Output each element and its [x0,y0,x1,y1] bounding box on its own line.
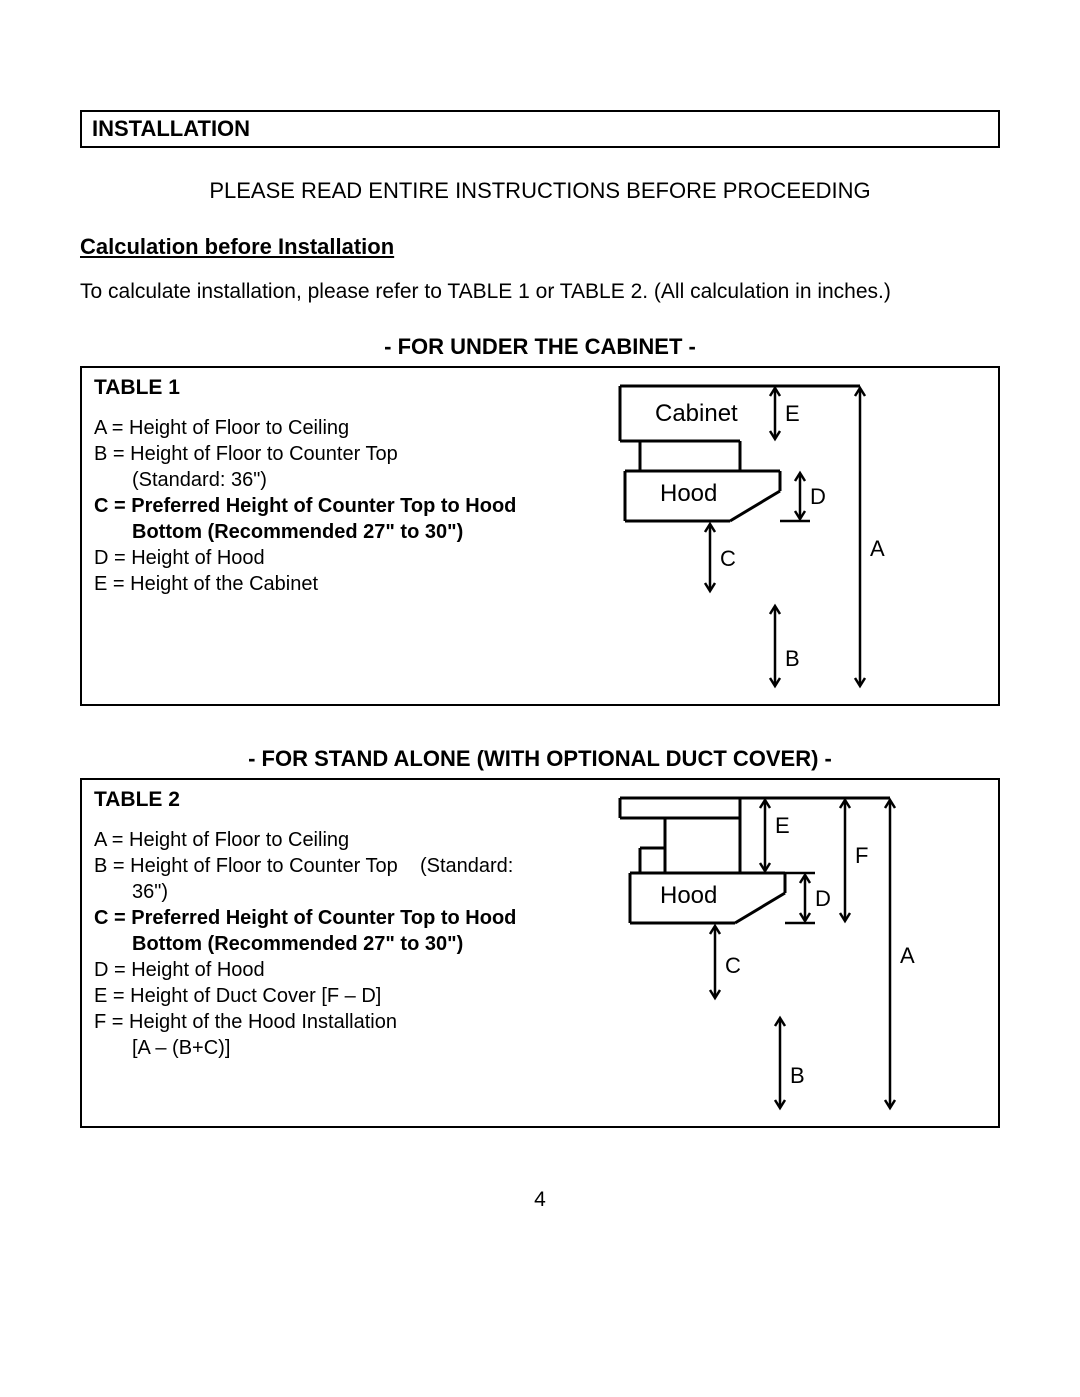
diagram1-cabinet-label: Cabinet [655,400,738,427]
table2-line-c1: C = Preferred Height of Counter Top to H… [94,905,570,931]
diagram1-E: E [785,401,800,426]
table1-box: TABLE 1 A = Height of Floor to Ceiling B… [80,366,1000,706]
table1-line-c2: Bottom (Recommended 27" to 30") [94,519,570,545]
document-page: INSTALLATION PLEASE READ ENTIRE INSTRUCT… [0,0,1080,1252]
table2-line-f: F = Height of the Hood Installation [94,1009,570,1035]
diagram2-E: E [775,813,790,838]
table1-line-e: E = Height of the Cabinet [94,571,570,597]
section2-title: - FOR STAND ALONE (WITH OPTIONAL DUCT CO… [80,746,1000,772]
diagram2-D: D [815,886,831,911]
diagram2-F: F [855,843,868,868]
table2-line-b: B = Height of Floor to Counter Top (Stan… [94,853,570,879]
calc-text: To calculate installation, please refer … [80,280,1000,304]
table2-box: TABLE 2 A = Height of Floor to Ceiling B… [80,778,1000,1128]
table1-left: TABLE 1 A = Height of Floor to Ceiling B… [82,368,582,704]
diagram2-C: C [725,953,741,978]
diagram1-hood-label: Hood [660,480,717,507]
table2-line-f-indent: [A – (B+C)] [94,1035,570,1061]
table2-diagram-container: Hood E D [582,780,998,1126]
diagram2-hood-label: Hood [660,882,717,909]
table1-line-b: B = Height of Floor to Counter Top [94,441,570,467]
diagram2-A: A [900,943,915,968]
table2-left: TABLE 2 A = Height of Floor to Ceiling B… [82,780,582,1126]
table1-line-c1: C = Preferred Height of Counter Top to H… [94,493,570,519]
table1-line-a: A = Height of Floor to Ceiling [94,415,570,441]
diagram1-A: A [870,536,885,561]
installation-title: INSTALLATION [92,116,250,141]
installation-header-box: INSTALLATION [80,110,1000,148]
table1-title: TABLE 1 [94,374,570,401]
table1-diagram-svg: Cabinet Hood E D [600,376,980,696]
calc-heading: Calculation before Installation [80,234,1000,260]
table2-diagram-svg: Hood E D [600,788,980,1118]
table2-line-a: A = Height of Floor to Ceiling [94,827,570,853]
section1-title: - FOR UNDER THE CABINET - [80,334,1000,360]
diagram1-B: B [785,646,800,671]
table1-diagram-container: Cabinet Hood E D [582,368,998,704]
table2-line-b-indent: 36") [94,879,570,905]
table2-line-d: D = Height of Hood [94,957,570,983]
diagram2-B: B [790,1063,805,1088]
table1-line-b-indent: (Standard: 36") [94,467,570,493]
table2-line-e: E = Height of Duct Cover [F – D] [94,983,570,1009]
diagram1-D: D [810,484,826,509]
diagram1-C: C [720,546,736,571]
table2-title: TABLE 2 [94,786,570,813]
table2-line-c2: Bottom (Recommended 27" to 30") [94,931,570,957]
read-first-line: PLEASE READ ENTIRE INSTRUCTIONS BEFORE P… [80,178,1000,204]
page-number: 4 [80,1188,1000,1212]
table1-line-d: D = Height of Hood [94,545,570,571]
